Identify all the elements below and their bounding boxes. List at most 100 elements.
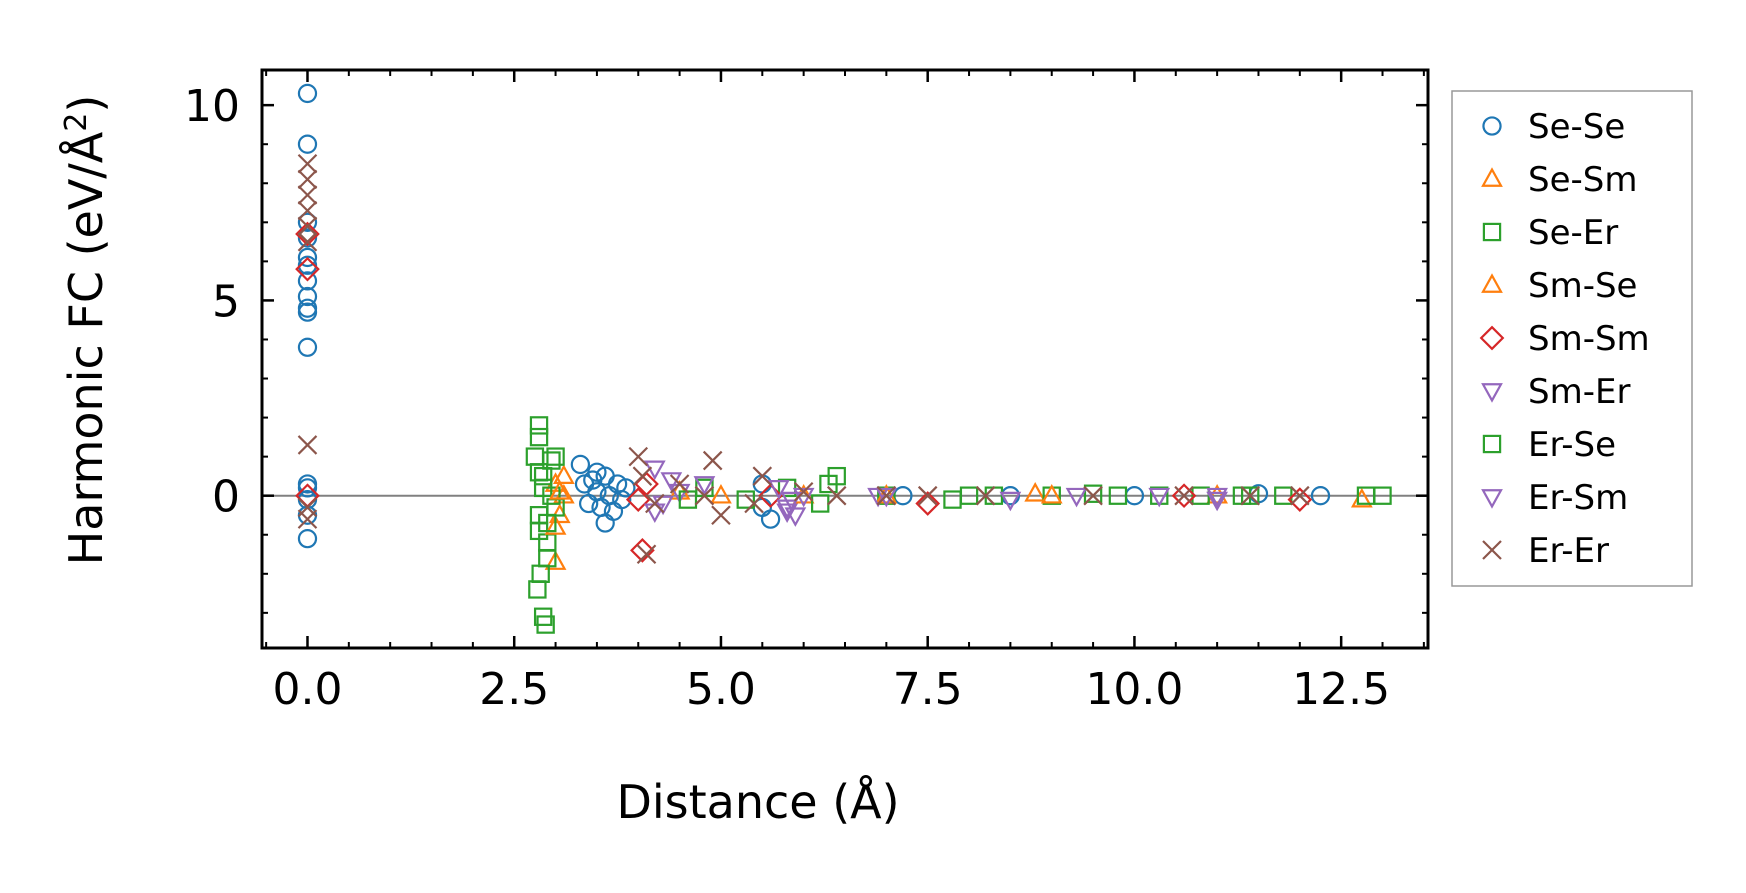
legend-marker-er-se [1482, 434, 1502, 454]
legend-item-er-er: Er-Er [1482, 531, 1609, 571]
point-sm-sm-5 [625, 487, 651, 512]
point-er-er-12 [645, 493, 665, 514]
axis-ticks: 0.0 2.5 5.0 7.5 10.0 12.5 0 5 10 [184, 70, 1428, 715]
point-sm-se-5 [1040, 483, 1063, 504]
x-tick-label: 0.0 [272, 664, 342, 715]
point-er-er-5 [297, 232, 318, 252]
point-se-se-16 [570, 454, 591, 475]
point-se-er-1 [529, 427, 549, 447]
series-er-se [529, 447, 1260, 533]
point-se-se-9 [297, 302, 318, 322]
point-sm-er-11 [1148, 487, 1171, 508]
legend-item-er-se: Er-Se [1482, 425, 1616, 465]
point-se-se-12 [297, 478, 318, 498]
x-tick-label: 5.0 [686, 664, 756, 715]
point-er-se-0 [529, 463, 549, 482]
point-er-se-2 [546, 447, 565, 466]
point-se-er-8 [525, 447, 545, 466]
point-se-se-10 [297, 337, 318, 357]
point-er-se-1 [538, 513, 557, 533]
point-sm-sm-7 [915, 491, 941, 516]
point-sm-er-5 [784, 507, 807, 527]
legend-item-er-sm: Er-Sm [1481, 478, 1628, 518]
point-er-er-16 [711, 505, 731, 525]
point-se-se-29 [587, 462, 607, 482]
legend-marker-se-se [1482, 116, 1502, 136]
legend-marker-se-er [1482, 222, 1502, 242]
point-er-er-24 [1083, 485, 1103, 506]
legend-marker-er-sm [1481, 489, 1503, 509]
point-er-er-10 [636, 544, 657, 565]
legend-marker-sm-sm [1479, 325, 1505, 351]
point-sm-sm-3 [630, 538, 655, 563]
point-er-er-11 [632, 466, 653, 486]
point-se-se-26 [612, 489, 632, 510]
legend-marker-sm-er [1481, 383, 1503, 403]
point-er-er-26 [1240, 485, 1260, 506]
point-se-se-2 [297, 212, 318, 232]
point-se-er-12 [542, 451, 561, 470]
point-er-sm-0 [643, 503, 666, 524]
point-er-er-9 [628, 446, 649, 467]
series-sm-er [643, 460, 1228, 527]
point-sm-er-7 [767, 480, 790, 500]
point-er-er-20 [826, 485, 847, 506]
legend-label: Er-Se [1528, 425, 1616, 465]
series-er-sm [643, 472, 1228, 524]
series-se-se [297, 83, 1331, 549]
series-sm-se [544, 464, 1063, 535]
point-er-er-17 [752, 466, 773, 486]
legend-item-sm-sm: Sm-Sm [1479, 319, 1650, 359]
y-axis-title: Harmonic FC (eV/Å2) [59, 95, 113, 566]
point-se-sm-6 [1024, 482, 1047, 502]
point-se-se-7 [297, 286, 318, 307]
point-er-er-21 [876, 485, 897, 506]
axes-frame [260, 68, 1430, 650]
point-er-er-19 [793, 482, 814, 502]
legend-marker-sm-se [1481, 273, 1503, 293]
point-sm-se-3 [710, 483, 732, 504]
point-se-se-31 [760, 509, 781, 529]
point-se-er-0 [529, 416, 549, 435]
point-er-sm-4 [1065, 487, 1088, 508]
point-se-se-5 [297, 255, 318, 275]
point-se-er-17 [736, 490, 755, 509]
point-se-se-8 [297, 298, 318, 318]
legend-item-sm-se: Sm-Se [1481, 266, 1637, 306]
y-axis-title-sup: 2 [59, 113, 94, 132]
point-sm-sm-0 [295, 221, 320, 247]
legend-label: Er-Sm [1528, 478, 1628, 518]
point-sm-sm-9 [1287, 487, 1313, 512]
y-tick-label: 0 [212, 472, 240, 523]
point-er-er-14 [702, 450, 723, 471]
point-sm-er-12 [1206, 487, 1228, 508]
point-se-se-4 [297, 247, 318, 268]
y-axis-title-close: ) [59, 95, 113, 113]
point-er-er-2 [297, 185, 318, 205]
point-se-se-1 [297, 134, 318, 154]
y-axis-title-main: Harmonic FC (eV/Å [59, 131, 113, 565]
x-tick-label: 7.5 [893, 664, 963, 715]
data-points [295, 83, 1392, 634]
point-se-se-32 [752, 474, 772, 494]
point-er-er-13 [669, 474, 690, 494]
point-se-se-27 [616, 478, 636, 498]
point-er-er-18 [744, 493, 764, 514]
point-se-se-15 [297, 528, 318, 549]
point-sm-er-3 [693, 476, 716, 496]
point-er-se-4 [819, 474, 838, 494]
point-er-er-6 [297, 435, 318, 455]
point-se-sm-7 [1206, 483, 1228, 504]
series-er-er [297, 153, 1310, 565]
point-se-er-22 [943, 490, 962, 509]
point-sm-sm-6 [758, 483, 783, 509]
legend: Se-Se Se-Sm Se-Er Sm-Se Sm-Sm Sm-Er Er-Se Er-Sm… [1451, 90, 1693, 587]
point-er-er-25 [1174, 485, 1194, 506]
legend-label: Se-Se [1528, 107, 1625, 147]
point-se-er-25 [1083, 484, 1103, 503]
y-tick-label: 10 [184, 81, 240, 132]
point-se-sm-0 [544, 550, 567, 570]
point-sm-er-10 [999, 491, 1022, 512]
point-se-se-37 [1310, 486, 1331, 506]
point-er-er-22 [917, 485, 938, 506]
